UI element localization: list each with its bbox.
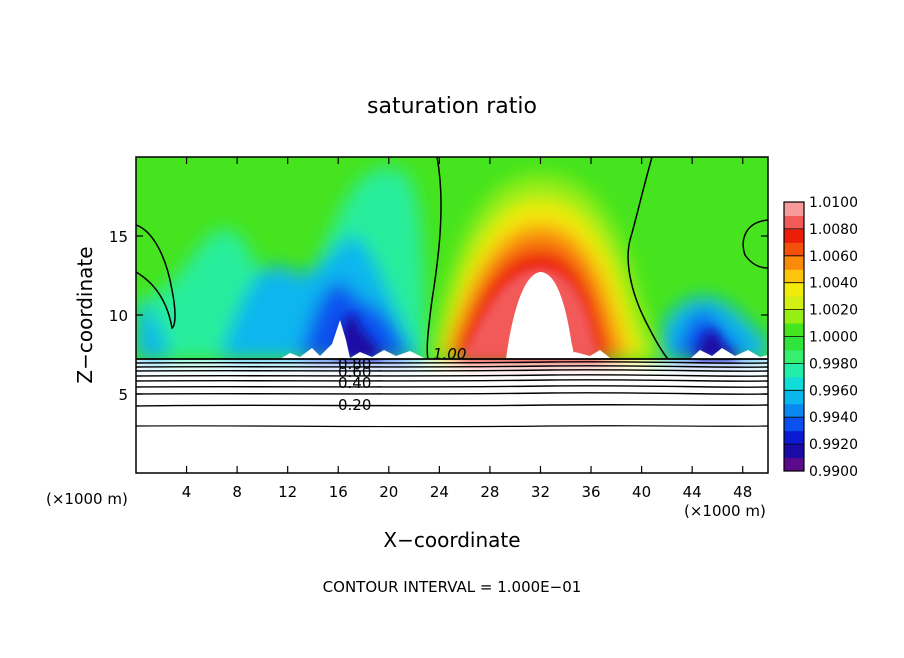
colorbar-swatch [784, 336, 804, 351]
colorbar-swatch [784, 309, 804, 324]
contour-line-edge [742, 219, 768, 269]
colorbar-swatch [784, 403, 804, 418]
contour-label-0-60: 0.60 [338, 363, 371, 381]
contour-line-center [426, 157, 442, 360]
colorbar-swatch [784, 349, 804, 364]
x-tick-label: 4 [182, 483, 192, 501]
colorbar-swatch [784, 444, 804, 459]
colorbar: 0.9900 0.9920 0.9940 0.9960 0.9980 1.0000 1.00… [783, 195, 858, 480]
saturation-field [136, 157, 768, 360]
x-unit-right: (×1000 m) [684, 502, 766, 520]
chart-title: saturation ratio [367, 94, 537, 119]
colorbar-swatch [784, 323, 804, 337]
colorbar-label: 0.9960 [809, 383, 858, 399]
colorbar-label: 0.9920 [809, 437, 858, 453]
x-tick-label: 16 [329, 483, 348, 501]
colorbar-swatch [784, 215, 804, 230]
colorbar-swatch [784, 228, 804, 243]
y-tick-label: 10 [109, 307, 128, 325]
colorbar-label: 1.0000 [809, 330, 858, 346]
colorbar-label: 1.0060 [809, 249, 858, 265]
x-tick-label: 44 [683, 483, 702, 501]
colorbar-swatch [784, 269, 804, 284]
contour-label-0-80: 0.80 [338, 355, 371, 373]
colorbar-swatch [784, 417, 804, 432]
y-tick-label: 5 [118, 386, 128, 404]
x-tick-label: 20 [379, 483, 398, 501]
colorbar-swatch [784, 390, 804, 405]
colorbar-swatch [784, 457, 804, 472]
x-tick-label: 36 [581, 483, 600, 501]
colorbar-label: 0.9940 [809, 410, 858, 426]
contour-label-1-00: 1.00 [433, 345, 466, 363]
x-tick-label: 32 [531, 483, 550, 501]
y-axis-label: Z−coordinate [73, 246, 97, 383]
colorbar-label: 0.9980 [809, 356, 858, 372]
x-tick-label: 12 [278, 483, 297, 501]
x-axis: 4 8 12 16 20 24 28 32 36 40 44 48 [182, 157, 752, 501]
colorbar-swatch [784, 202, 804, 216]
x-tick-label: 48 [733, 483, 752, 501]
lower-contours [135, 358, 769, 428]
colorbar-swatch [784, 255, 804, 270]
contour-line-right [627, 157, 669, 360]
x-tick-label: 40 [632, 483, 651, 501]
colorbar-label: 1.0020 [809, 303, 858, 319]
colorbar-swatch [784, 282, 804, 297]
colorbar-swatch [784, 242, 804, 257]
colorbar-label: 1.0040 [809, 276, 858, 292]
colorbar-swatch [784, 296, 804, 311]
footer-contour-interval: CONTOUR INTERVAL = 1.000E−01 [323, 578, 582, 596]
contour-labels: 1.00 0.80 0.60 0.40 0.20 [338, 345, 466, 414]
colorbar-swatch [784, 430, 804, 445]
contour-label-0-40: 0.40 [338, 374, 371, 392]
colorbar-label: 1.0080 [809, 222, 858, 238]
colorbar-label: 1.0100 [809, 195, 858, 211]
x-axis-label: X−coordinate [383, 528, 520, 552]
y-axis: 5 10 15 [109, 228, 768, 404]
contour-label-0-20: 0.20 [338, 396, 371, 414]
x-tick-label: 24 [430, 483, 449, 501]
colorbar-swatch [784, 363, 804, 378]
x-tick-label: 8 [232, 483, 242, 501]
contour-line-left [136, 224, 176, 330]
x-tick-label: 28 [480, 483, 499, 501]
colorbar-swatch [784, 376, 804, 391]
y-tick-label: 15 [109, 228, 128, 246]
saturated-core [506, 272, 575, 359]
colorbar-label: 0.9900 [809, 464, 858, 480]
x-unit-left: (×1000 m) [46, 490, 128, 508]
